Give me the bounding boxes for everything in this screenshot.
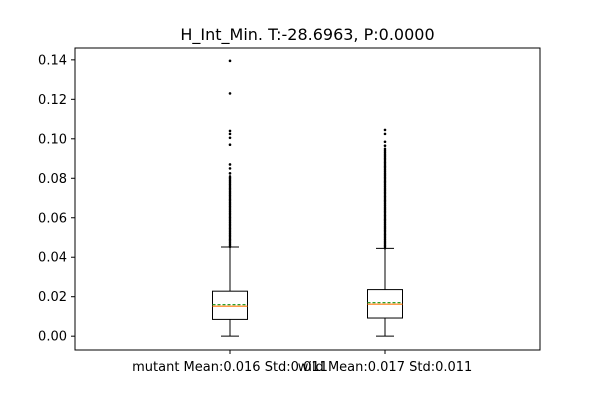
outlier-point (228, 92, 232, 95)
y-tick-label: 0.00 (38, 330, 67, 345)
outlier-point (383, 147, 387, 150)
outlier-point (228, 175, 232, 178)
x-tick-label: wild Mean:0.017 Std:0.011 (298, 360, 473, 375)
box-group (212, 59, 403, 337)
x-tick-label: mutant Mean:0.016 Std:0.011 (132, 360, 328, 375)
outlier-point (228, 59, 232, 63)
outlier-point (228, 136, 232, 140)
y-tick-label: 0.06 (38, 211, 67, 226)
outlier-point (228, 172, 232, 175)
outlier-point (383, 128, 387, 132)
chart-title: H_Int_Min. T:-28.6963, P:0.0000 (180, 25, 434, 45)
y-tick-label: 0.02 (38, 290, 67, 305)
y-tick-label: 0.04 (38, 251, 67, 266)
outlier-point (383, 140, 387, 144)
y-tick-label: 0.14 (38, 53, 67, 68)
iqr-box (212, 290, 248, 320)
y-axis: 0.00 0.02 0.04 0.06 0.08 0.10 0.12 0.14 (38, 53, 75, 345)
box-mutant (212, 59, 248, 337)
outlier-point (228, 167, 232, 170)
outlier-point (383, 144, 387, 148)
outlier-point (228, 132, 232, 136)
outlier-point (228, 129, 232, 133)
plot-frame (74, 47, 541, 351)
outlier-point (228, 143, 232, 147)
y-tick-label: 0.12 (38, 93, 67, 108)
box-wild (367, 128, 403, 337)
outlier-point (228, 163, 232, 166)
outlier-point (383, 132, 387, 136)
y-tick-label: 0.08 (38, 172, 67, 187)
y-tick-label: 0.10 (38, 132, 67, 147)
